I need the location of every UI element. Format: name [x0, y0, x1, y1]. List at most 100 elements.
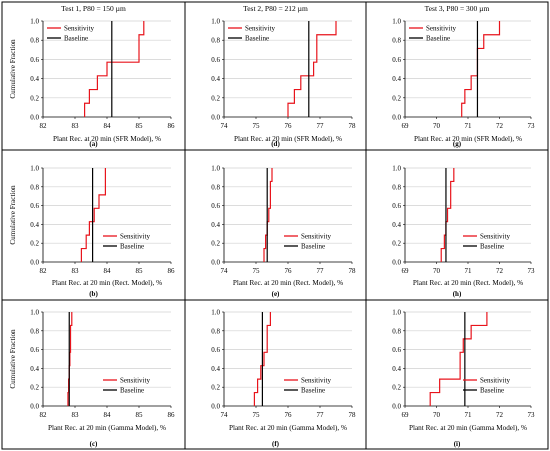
x-tick-label: 75 — [253, 411, 261, 419]
panel-label: (b) — [89, 290, 98, 298]
x-tick-label: 85 — [136, 411, 144, 419]
y-tick-label: 0.2 — [30, 384, 39, 392]
x-tick-label: 73 — [528, 267, 536, 275]
legend-sensitivity-label: Sensitivity — [301, 377, 331, 385]
x-tick-label: 74 — [221, 122, 229, 130]
legend-baseline-label: Baseline — [301, 387, 325, 395]
y-tick-label: 1.0 — [30, 165, 39, 173]
y-tick-label: 0.8 — [392, 37, 401, 45]
y-tick-label: 0.2 — [392, 94, 401, 102]
x-axis-label: Plant Rec. at 20 min (Gamma Model), % — [48, 424, 166, 432]
y-tick-label: 0.0 — [211, 114, 220, 122]
legend-sensitivity-label: Sensitivity — [480, 377, 510, 385]
x-axis-label: Plant Rec. at 20 min (Gamma Model), % — [229, 424, 347, 432]
y-tick-label: 0.0 — [30, 259, 39, 267]
y-tick-label: 1.0 — [392, 309, 401, 317]
x-tick-label: 73 — [528, 122, 536, 130]
x-tick-label: 72 — [496, 267, 504, 275]
x-tick-label: 69 — [402, 122, 410, 130]
y-tick-label: 0.8 — [392, 183, 401, 191]
y-tick-label: 0.6 — [211, 346, 220, 354]
y-tick-label: 0.2 — [211, 94, 220, 102]
y-tick-label: 0.6 — [30, 346, 39, 354]
y-tick-label: 1.0 — [30, 18, 39, 26]
legend-baseline-label: Baseline — [301, 243, 325, 251]
y-tick-label: 0.0 — [30, 403, 39, 411]
y-axis-label: Cumulative Fraction — [9, 185, 17, 245]
x-tick-label: 76 — [285, 411, 293, 419]
panel-label: (c) — [90, 440, 98, 448]
y-tick-label: 0.8 — [30, 327, 39, 335]
y-tick-label: 0.0 — [392, 114, 401, 122]
legend-sensitivity-label: Sensitivity — [120, 233, 150, 241]
x-tick-label: 69 — [402, 267, 410, 275]
y-tick-label: 0.8 — [392, 327, 401, 335]
x-tick-label: 83 — [72, 122, 80, 130]
x-tick-label: 76 — [285, 267, 293, 275]
sensitivity-series — [461, 21, 501, 117]
y-tick-label: 0.6 — [30, 56, 39, 64]
y-tick-label: 0.6 — [392, 346, 401, 354]
legend-baseline-label: Baseline — [120, 387, 144, 395]
y-tick-label: 1.0 — [392, 165, 401, 173]
x-axis-label: Plant Rec. at 20 min (SFR Model), % — [234, 135, 342, 143]
y-tick-label: 1.0 — [211, 18, 220, 26]
x-tick-label: 75 — [253, 122, 261, 130]
y-axis-label: Cumulative Fraction — [9, 329, 17, 389]
y-tick-label: 0.4 — [211, 365, 220, 373]
x-tick-label: 70 — [433, 267, 441, 275]
y-tick-label: 0.6 — [392, 56, 401, 64]
legend-sensitivity-label: Sensitivity — [480, 233, 510, 241]
x-tick-label: 75 — [253, 267, 261, 275]
x-tick-label: 74 — [221, 411, 229, 419]
x-axis-label: Plant Rec. at 20 min (SFR Model), % — [414, 135, 522, 143]
x-axis-label: Plant Rec. at 20 min (SFR Model), % — [53, 135, 161, 143]
y-tick-label: 0.0 — [30, 114, 39, 122]
x-tick-label: 72 — [496, 122, 504, 130]
x-axis-label: Plant Rec. at 20 min (Rect. Model), % — [233, 279, 343, 287]
x-tick-label: 76 — [285, 122, 293, 130]
legend-sensitivity-label: Sensitivity — [301, 233, 331, 241]
x-tick-label: 78 — [349, 411, 357, 419]
y-axis-label: Cumulative Fraction — [9, 39, 17, 99]
panel-title: Test 2, P80 = 212 µm — [243, 4, 308, 13]
y-tick-label: 0.4 — [211, 221, 220, 229]
legend-baseline-label: Baseline — [480, 387, 504, 395]
y-tick-label: 0.8 — [30, 37, 39, 45]
y-tick-label: 0.2 — [30, 94, 39, 102]
x-tick-label: 77 — [317, 122, 325, 130]
sensitivity-series — [263, 168, 273, 262]
x-tick-label: 86 — [168, 122, 176, 130]
panel-title: Test 1, P80 = 150 µm — [61, 4, 126, 13]
legend-baseline-label: Baseline — [120, 243, 144, 251]
y-tick-label: 0.6 — [392, 202, 401, 210]
y-tick-label: 1.0 — [211, 309, 220, 317]
panel-label: (d) — [271, 140, 280, 148]
x-axis-label: Plant Rec. at 20 min (Rect. Model), % — [52, 279, 162, 287]
y-tick-label: 0.0 — [392, 403, 401, 411]
x-tick-label: 86 — [168, 267, 176, 275]
y-tick-label: 0.0 — [211, 259, 220, 267]
x-tick-label: 83 — [72, 267, 80, 275]
panel-label: (h) — [453, 290, 462, 298]
y-tick-label: 0.4 — [392, 221, 401, 229]
sensitivity-series — [429, 312, 488, 406]
y-tick-label: 0.0 — [211, 403, 220, 411]
panel-label: (f) — [272, 440, 280, 448]
legend-baseline-label: Baseline — [64, 35, 88, 43]
x-tick-label: 84 — [104, 267, 112, 275]
chart-panel-g: 0.0 0.2 0.4 0.6 0.8 1.0 69 70 71 72 73 Plant Rec. a… — [392, 4, 535, 148]
x-tick-label: 72 — [496, 411, 504, 419]
y-tick-label: 1.0 — [392, 18, 401, 26]
x-tick-label: 84 — [104, 411, 112, 419]
x-tick-label: 73 — [528, 411, 536, 419]
legend-sensitivity-label: Sensitivity — [426, 25, 456, 33]
x-tick-label: 69 — [402, 411, 410, 419]
y-tick-label: 0.6 — [211, 56, 220, 64]
y-tick-label: 0.4 — [211, 75, 220, 83]
x-tick-label: 77 — [317, 411, 325, 419]
